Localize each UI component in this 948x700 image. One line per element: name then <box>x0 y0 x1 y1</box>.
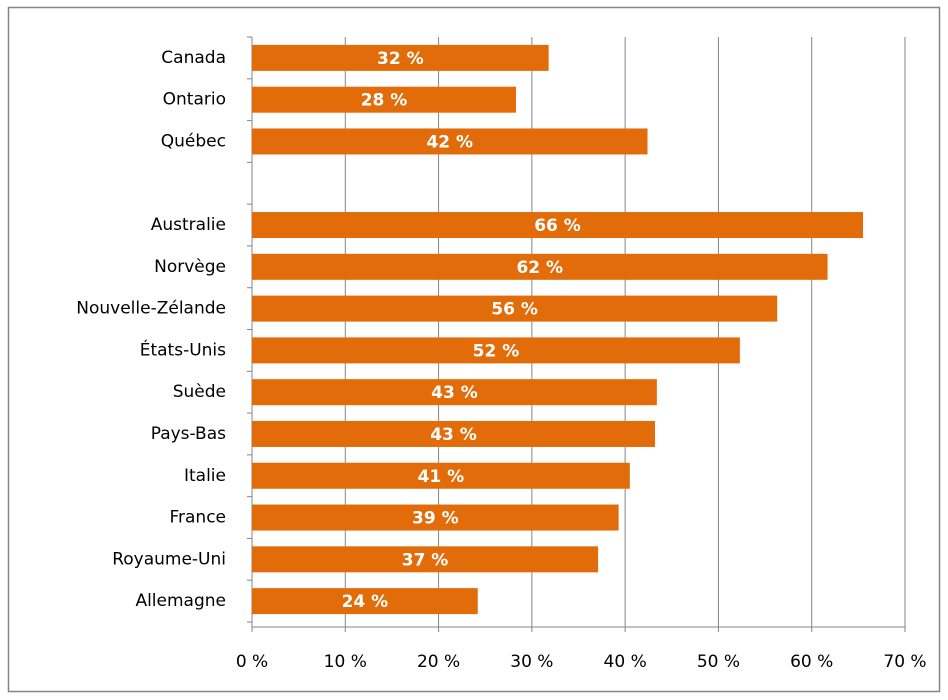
x-tick-label: 10 % <box>324 652 367 672</box>
bar <box>252 128 648 155</box>
y-tick-label: Australie <box>151 215 226 235</box>
x-tick-label: 70 % <box>883 652 926 672</box>
y-tick-label: États-Unis <box>140 338 226 360</box>
bar <box>252 504 619 531</box>
bar <box>252 379 657 406</box>
x-tick-label: 50 % <box>697 652 740 672</box>
bar <box>252 462 630 489</box>
bar <box>252 420 655 447</box>
y-tick-label: France <box>169 508 226 528</box>
value-label: 42 % <box>426 132 473 152</box>
bar <box>252 337 740 364</box>
bar <box>252 44 549 71</box>
value-label: 39 % <box>412 509 459 529</box>
x-tick-label: 30 % <box>510 652 553 672</box>
value-label: 28 % <box>361 91 408 111</box>
x-tick-label: 60 % <box>790 652 833 672</box>
bar <box>252 588 478 615</box>
value-label: 52 % <box>473 341 520 361</box>
bar <box>252 86 516 113</box>
value-label: 66 % <box>534 216 581 236</box>
value-label: 56 % <box>491 300 538 320</box>
bar <box>252 295 778 322</box>
y-tick-label: Ontario <box>163 90 226 110</box>
y-tick-label: Canada <box>161 48 226 68</box>
value-label: 43 % <box>430 425 477 445</box>
value-label: 41 % <box>418 467 465 487</box>
y-tick-label: Québec <box>161 131 226 151</box>
value-label: 62 % <box>516 258 563 278</box>
value-label: 32 % <box>377 49 424 69</box>
value-label: 37 % <box>402 550 449 570</box>
value-label: 24 % <box>342 592 389 612</box>
y-tick-label: Nouvelle-Zélande <box>76 299 226 319</box>
y-tick-label: Pays-Bas <box>151 424 226 444</box>
y-tick-label: Royaume-Uni <box>112 549 226 569</box>
x-tick-label: 40 % <box>604 652 647 672</box>
x-tick-label: 20 % <box>417 652 460 672</box>
y-tick-label: Norvège <box>154 257 226 277</box>
bar <box>252 546 599 573</box>
y-tick-label: Suède <box>173 382 226 402</box>
value-label: 43 % <box>431 383 478 403</box>
y-tick-label: Italie <box>184 466 226 486</box>
x-tick-label: 0 % <box>236 652 268 672</box>
y-tick-label: Allemagne <box>135 591 226 611</box>
bar <box>252 212 864 239</box>
bar <box>252 253 828 280</box>
